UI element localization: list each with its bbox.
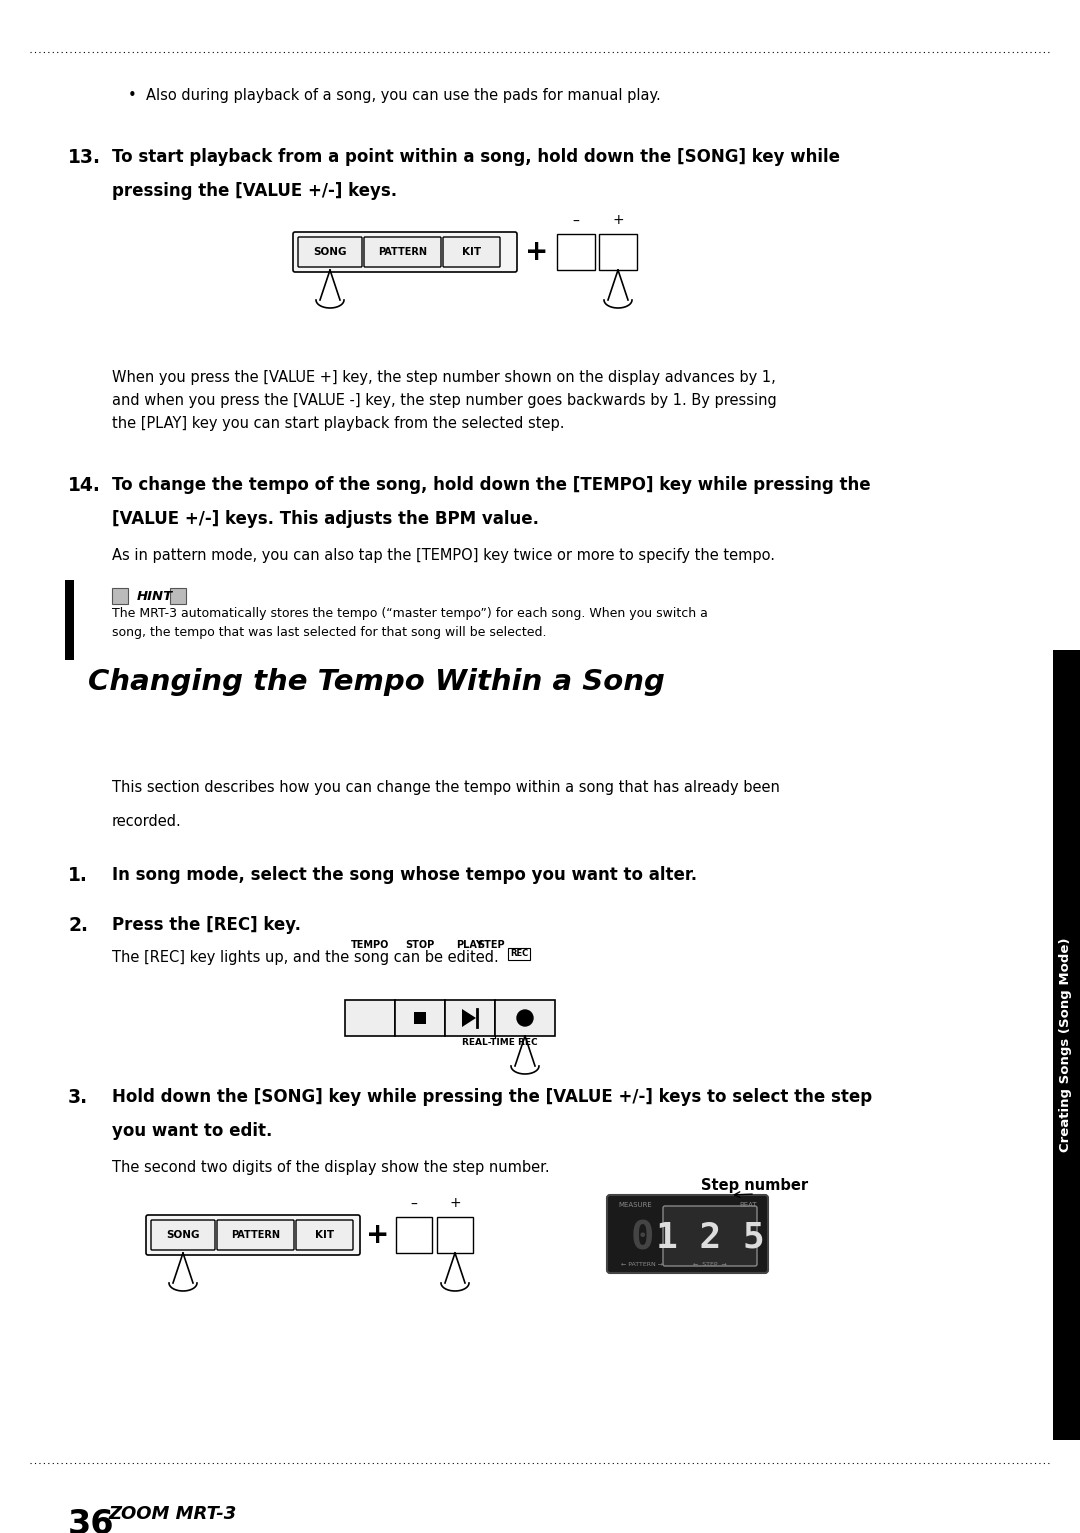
Text: Changing the Tempo Within a Song: Changing the Tempo Within a Song: [87, 668, 665, 696]
Text: KIT: KIT: [462, 247, 481, 258]
FancyBboxPatch shape: [443, 238, 500, 267]
Text: PATTERN: PATTERN: [231, 1229, 280, 1240]
Text: The MRT-3 automatically stores the tempo (“master tempo”) for each song. When yo: The MRT-3 automatically stores the tempo…: [112, 607, 707, 639]
Text: HINT: HINT: [137, 590, 173, 602]
FancyBboxPatch shape: [293, 231, 517, 271]
Bar: [112, 589, 129, 604]
FancyBboxPatch shape: [217, 1220, 294, 1249]
Text: To change the tempo of the song, hold down the [TEMPO] key while pressing the: To change the tempo of the song, hold do…: [112, 477, 870, 494]
Text: ←  STEP  →: ← STEP →: [693, 1262, 727, 1266]
Bar: [445, 1000, 495, 1036]
Bar: [65, 579, 75, 661]
Text: 3.: 3.: [68, 1088, 89, 1107]
Text: STEP: STEP: [477, 940, 505, 950]
Text: 1.: 1.: [68, 866, 87, 885]
Text: [VALUE +/-] keys. This adjusts the BPM value.: [VALUE +/-] keys. This adjusts the BPM v…: [112, 510, 539, 527]
Text: STOP: STOP: [405, 940, 434, 950]
Bar: [557, 235, 595, 270]
Text: +: +: [449, 1196, 461, 1210]
Circle shape: [517, 1010, 534, 1026]
Text: +: +: [366, 1220, 390, 1249]
Bar: [1053, 650, 1080, 1439]
FancyBboxPatch shape: [663, 1206, 757, 1266]
Text: ← PATTERN →: ← PATTERN →: [621, 1262, 663, 1266]
Text: 36: 36: [68, 1508, 114, 1533]
FancyBboxPatch shape: [296, 1220, 353, 1249]
Text: 1 2 5: 1 2 5: [656, 1220, 765, 1256]
Text: MEASURE: MEASURE: [618, 1202, 651, 1208]
Text: BEAT: BEAT: [740, 1202, 757, 1208]
Text: REAL-TIME REC: REAL-TIME REC: [462, 1038, 538, 1047]
Bar: [437, 1217, 473, 1252]
Polygon shape: [462, 1009, 476, 1027]
Text: Step number: Step number: [701, 1177, 809, 1193]
Text: The second two digits of the display show the step number.: The second two digits of the display sho…: [112, 1160, 550, 1174]
Bar: [345, 1000, 395, 1036]
Text: –: –: [410, 1197, 418, 1213]
Text: Hold down the [SONG] key while pressing the [VALUE +/-] keys to select the step: Hold down the [SONG] key while pressing …: [112, 1088, 873, 1105]
FancyBboxPatch shape: [298, 238, 362, 267]
Text: When you press the [VALUE +] key, the step number shown on the display advances : When you press the [VALUE +] key, the st…: [112, 369, 777, 431]
Bar: [395, 1000, 445, 1036]
Text: –: –: [572, 215, 580, 228]
Text: PLAY: PLAY: [457, 940, 484, 950]
FancyBboxPatch shape: [607, 1196, 768, 1272]
Text: 0: 0: [631, 1219, 653, 1257]
Text: ZOOM MRT-3: ZOOM MRT-3: [108, 1505, 237, 1522]
Text: recorded.: recorded.: [112, 814, 181, 829]
Bar: [396, 1217, 432, 1252]
Text: TEMPO: TEMPO: [351, 940, 389, 950]
Text: KIT: KIT: [315, 1229, 334, 1240]
Text: 2.: 2.: [68, 917, 87, 935]
Text: To start playback from a point within a song, hold down the [SONG] key while: To start playback from a point within a …: [112, 149, 840, 166]
Text: In song mode, select the song whose tempo you want to alter.: In song mode, select the song whose temp…: [112, 866, 697, 885]
FancyBboxPatch shape: [364, 238, 441, 267]
Text: •  Also during playback of a song, you can use the pads for manual play.: • Also during playback of a song, you ca…: [129, 87, 661, 103]
Text: As in pattern mode, you can also tap the [TEMPO] key twice or more to specify th: As in pattern mode, you can also tap the…: [112, 547, 775, 563]
Text: 14.: 14.: [68, 477, 100, 495]
FancyBboxPatch shape: [146, 1216, 360, 1256]
Text: you want to edit.: you want to edit.: [112, 1122, 272, 1141]
Bar: [495, 1000, 555, 1036]
Bar: [599, 235, 637, 270]
Text: This section describes how you can change the tempo within a song that has alrea: This section describes how you can chang…: [112, 780, 780, 796]
Text: SONG: SONG: [313, 247, 347, 258]
FancyBboxPatch shape: [151, 1220, 215, 1249]
Text: PATTERN: PATTERN: [378, 247, 427, 258]
Text: +: +: [525, 238, 549, 267]
Text: SONG: SONG: [166, 1229, 200, 1240]
Text: REC: REC: [510, 949, 528, 958]
Text: Creating Songs (Song Mode): Creating Songs (Song Mode): [1059, 938, 1072, 1153]
Text: The [REC] key lights up, and the song can be edited.: The [REC] key lights up, and the song ca…: [112, 950, 499, 964]
Text: 13.: 13.: [68, 149, 102, 167]
Text: pressing the [VALUE +/-] keys.: pressing the [VALUE +/-] keys.: [112, 182, 397, 199]
Text: Press the [REC] key.: Press the [REC] key.: [112, 917, 301, 934]
Bar: [508, 947, 530, 960]
Bar: [170, 589, 186, 604]
Bar: [414, 1012, 426, 1024]
Text: +: +: [612, 213, 624, 227]
